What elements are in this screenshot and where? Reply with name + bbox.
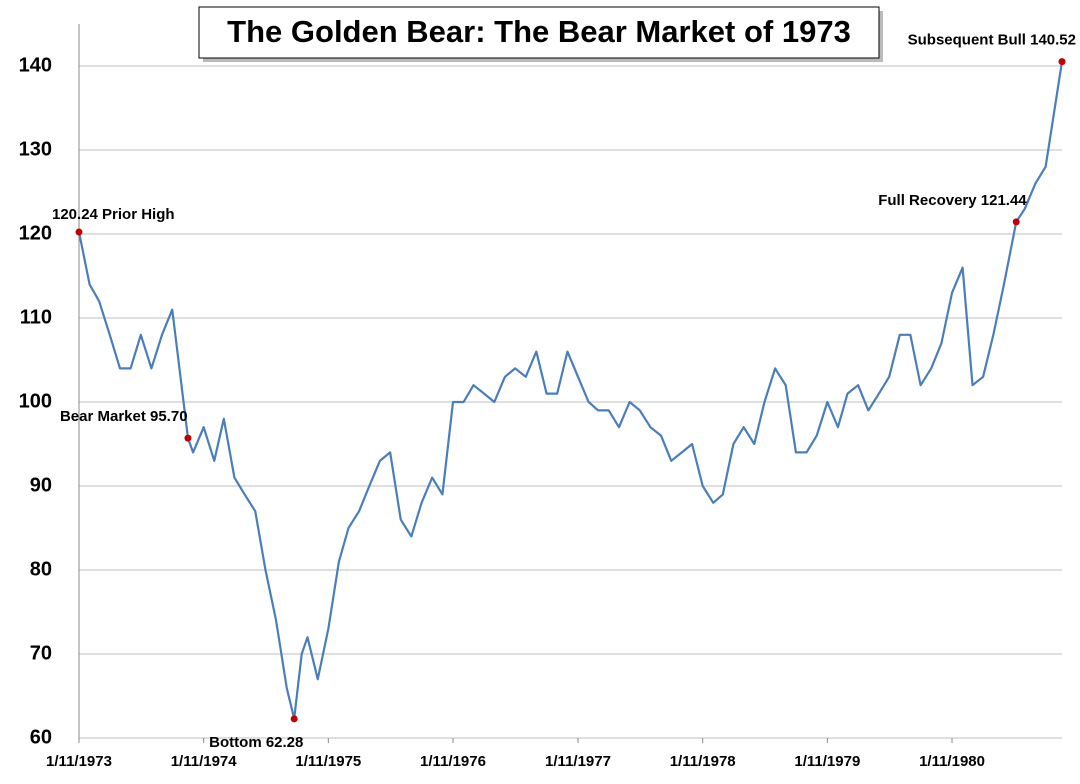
x-tick-label: 1/11/1977	[545, 753, 611, 770]
y-tick-label: 110	[20, 306, 52, 328]
annotation-point	[1058, 58, 1066, 66]
y-tick-label: 120	[19, 222, 52, 244]
y-tick-label: 80	[30, 558, 52, 580]
y-tick-label: 130	[19, 138, 52, 160]
annotation-point	[75, 228, 83, 236]
annotation-label: Bear Market 95.70	[60, 408, 188, 425]
annotation-label: Bottom 62.28	[209, 734, 303, 751]
x-tick-label: 1/11/1975	[295, 753, 361, 770]
x-tick-label: 1/11/1978	[670, 753, 736, 770]
annotation-label: Subsequent Bull 140.52	[908, 32, 1076, 49]
annotation-label: 120.24 Prior High	[52, 206, 175, 223]
y-tick-label: 60	[30, 726, 52, 748]
annotation-label: Full Recovery 121.44	[878, 192, 1027, 209]
chart-title: The Golden Bear: The Bear Market of 1973	[227, 14, 851, 49]
annotation-point	[290, 715, 298, 723]
annotation-point	[184, 434, 192, 442]
x-tick-label: 1/11/1973	[46, 753, 112, 770]
y-tick-label: 140	[19, 54, 52, 76]
x-tick-label: 1/11/1976	[420, 753, 486, 770]
annotation-point	[1012, 218, 1020, 226]
x-tick-label: 1/11/1980	[919, 753, 985, 770]
y-tick-label: 100	[19, 390, 52, 412]
data-line	[77, 61, 1064, 720]
title-box	[198, 6, 880, 59]
x-tick-label: 1/11/1974	[171, 753, 238, 770]
y-tick-label: 90	[30, 474, 52, 496]
y-tick-label: 70	[30, 642, 52, 664]
x-tick-label: 1/11/1979	[794, 753, 860, 770]
